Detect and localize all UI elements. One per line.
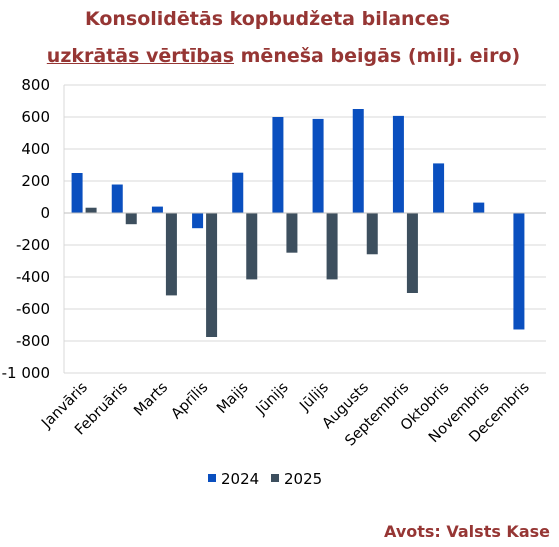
y-tick-label: -600 [16,300,50,318]
bar-2025-aprīlis [206,213,218,337]
bar-2025-janvāris [85,207,97,213]
legend-label-2025: 2025 [284,470,322,488]
y-tick-label: 800 [21,76,50,94]
y-tick-label: -400 [16,268,50,286]
bar-2024-maijs [232,172,244,213]
y-tick-label: 400 [21,140,50,158]
bar-2024-decembris [513,213,525,330]
bar-2024-februāris [111,184,123,213]
x-tick-label: Jūnijs [253,380,292,419]
legend-label-2024: 2024 [221,470,259,488]
x-tick-label: Aprīlis [168,380,211,423]
gridlines [63,84,546,374]
legend-swatch-2025 [271,474,279,482]
y-tick-labels: -1 000 -800 -600 -400 -200 0 200 400 600 800 [2,76,50,382]
x-tick-label: Jūlijs [296,380,331,415]
bar-2024-septembris [392,115,404,213]
bar-2025-septembris [406,213,418,293]
bar-2024-jūnijs [272,117,284,213]
chart-title-underlined: uzkrātās vērtības [46,45,235,67]
y-tick-label: 600 [21,108,50,126]
x-tick-label: Marts [131,380,171,420]
bar-2024-augusts [352,109,364,213]
bar-2025-jūlijs [326,213,338,280]
chart-title-rest: mēneša beigās (milj. eiro) [234,45,521,67]
x-tick-label: Maijs [214,380,251,417]
bar-2025-marts [165,213,177,296]
bar-2024-aprīlis [192,213,204,229]
y-tick-label: 200 [21,172,50,190]
legend-swatch-2024 [208,474,216,482]
bar-2024-jūlijs [312,118,324,213]
y-tick-label: -200 [16,236,50,254]
chart-title-line2: uzkrātās vērtības mēneša beigās (milj. e… [4,45,559,67]
bar-2025-jūnijs [286,213,298,253]
bar-2024-janvāris [71,173,83,213]
bar-2024-marts [151,206,163,213]
chart-title-line1: Konsolidētās kopbudžeta bilances [84,8,451,30]
y-tick-label: -800 [16,332,50,350]
legend: 2024 2025 [208,470,322,488]
source-note: Avots: Valsts Kase [384,522,550,541]
y-tick-label: 0 [40,204,50,222]
bar-2025-maijs [246,213,258,280]
y-tick-label: -1 000 [2,364,50,382]
bar-2025-augusts [366,213,378,255]
bar-2024-novembris [473,202,485,213]
bars [64,109,546,337]
bar-2025-februāris [125,213,137,225]
bar-2024-oktobris [433,163,445,213]
